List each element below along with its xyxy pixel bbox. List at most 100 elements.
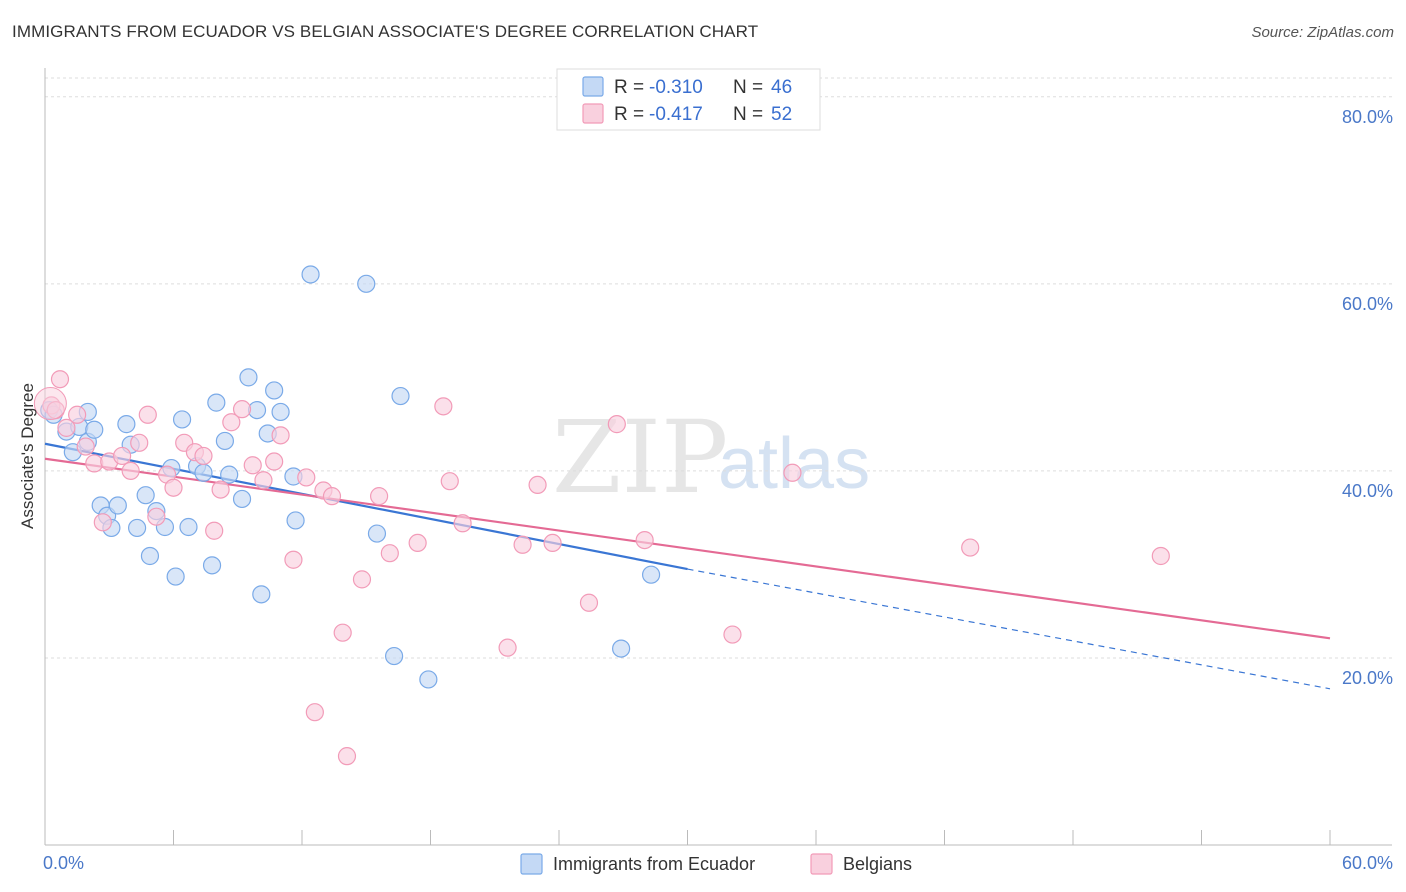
point-belgians [85, 454, 104, 473]
x-tick-label: 0.0% [43, 853, 84, 873]
point-belgians [322, 487, 342, 506]
point-ecuador [207, 393, 226, 412]
point-ecuador [232, 489, 252, 509]
point-ecuador [108, 496, 127, 515]
point-belgians [222, 413, 241, 432]
point-ecuador [239, 368, 258, 387]
point-ecuador [271, 402, 290, 422]
point-belgians [380, 544, 399, 563]
point-belgians [254, 471, 273, 490]
trend-line-ecuador-projection [687, 568, 1331, 690]
point-ecuador [194, 463, 213, 482]
source-credit: Source: ZipAtlas.com [1251, 24, 1394, 41]
legend-swatch-belgians [582, 103, 604, 124]
legend-top: R = -0.310 N = 46 R = -0.417 N = 52 [556, 68, 821, 131]
point-ecuador [85, 420, 104, 439]
point-belgians [434, 397, 453, 416]
point-belgians [50, 370, 70, 389]
point-belgians [57, 418, 76, 437]
point-ecuador [117, 415, 136, 434]
point-ecuador [179, 517, 198, 537]
trend-lines [44, 442, 1331, 690]
point-ecuador [286, 511, 305, 530]
legend-n-label-1: N = [733, 77, 763, 98]
point-ecuador [367, 524, 387, 543]
trend-line-ecuador [44, 442, 688, 571]
point-belgians [528, 475, 547, 495]
point-ecuador [612, 639, 631, 658]
point-belgians [305, 703, 324, 722]
point-ecuador [220, 465, 239, 484]
point-belgians [211, 480, 230, 499]
legend-bottom: Immigrants from Ecuador Belgians [520, 853, 912, 875]
point-ecuador [641, 565, 661, 584]
point-ecuador [391, 386, 410, 406]
point-belgians [453, 514, 472, 533]
chart-title: IMMIGRANTS FROM ECUADOR VS BELGIAN ASSOC… [12, 22, 759, 41]
x-tick-label: 60.0% [1342, 853, 1393, 873]
y-tick-label: 20.0% [1342, 668, 1393, 688]
point-ecuador [166, 567, 185, 586]
point-belgians [112, 446, 132, 466]
trend-line-belgians [44, 457, 1331, 640]
point-belgians [635, 530, 654, 550]
legend-bottom-label-ecuador: Immigrants from Ecuador [553, 854, 755, 874]
point-belgians [337, 747, 357, 766]
point-belgians [440, 472, 459, 491]
point-belgians [297, 468, 316, 487]
y-tick-label: 80.0% [1342, 107, 1393, 127]
point-ecuador [252, 585, 271, 604]
point-belgians [513, 535, 532, 554]
point-ecuador [172, 410, 192, 429]
legend-r-value-2: -0.417 [649, 104, 703, 125]
point-belgians [33, 387, 67, 421]
point-belgians [121, 461, 140, 480]
point-belgians [243, 456, 262, 475]
legend-r-label-1: R = [614, 77, 644, 98]
point-ecuador [357, 274, 376, 293]
y-axis-label: Associate's Degree [18, 383, 37, 529]
point-belgians [265, 452, 284, 471]
point-belgians [723, 625, 742, 644]
gridlines [45, 77, 1392, 659]
tick-labels: 20.0% 40.0% 60.0% 80.0% 0.0% 60.0% [43, 107, 1393, 873]
point-belgians [130, 433, 149, 452]
point-belgians [543, 533, 562, 553]
point-belgians [164, 478, 183, 497]
legend-r-label-2: R = [614, 104, 644, 125]
legend-n-value-1: 46 [771, 77, 792, 98]
legend-bottom-swatch-belgians [810, 853, 833, 875]
point-belgians [284, 550, 303, 569]
y-tick-label: 40.0% [1342, 481, 1393, 501]
point-belgians [408, 533, 427, 553]
point-ecuador [127, 518, 147, 538]
point-ecuador [215, 431, 234, 451]
point-belgians [232, 400, 252, 419]
point-belgians [579, 593, 599, 612]
point-belgians [205, 521, 224, 540]
point-ecuador [136, 486, 155, 505]
point-belgians [961, 538, 980, 557]
point-belgians [352, 570, 372, 589]
point-belgians [76, 437, 95, 456]
point-belgians [1151, 546, 1170, 566]
legend-bottom-swatch-ecuador [520, 853, 543, 875]
point-ecuador [384, 646, 404, 666]
point-belgians [607, 415, 626, 434]
axes [44, 68, 1392, 846]
point-belgians [138, 405, 157, 424]
legend-bottom-label-belgians: Belgians [843, 854, 912, 874]
point-belgians [783, 463, 802, 482]
point-belgians [93, 513, 112, 532]
legend-n-value-2: 52 [771, 104, 792, 125]
point-belgians [498, 638, 517, 657]
point-ecuador [140, 546, 160, 566]
point-ecuador [265, 381, 284, 400]
point-belgians [370, 487, 389, 506]
watermark-zip: ZIP [552, 399, 728, 516]
point-ecuador [419, 670, 438, 689]
point-ecuador [202, 556, 222, 575]
legend-r-value-1: -0.310 [649, 77, 703, 98]
point-ecuador [301, 265, 320, 284]
